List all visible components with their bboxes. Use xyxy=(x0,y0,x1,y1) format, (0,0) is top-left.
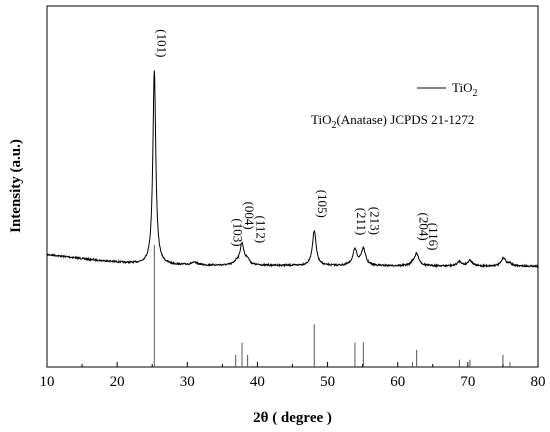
peak-label: (204) xyxy=(417,213,432,241)
xrd-pattern-line xyxy=(46,70,539,269)
peak-label: (213) xyxy=(367,207,382,235)
legend-reference-label: TiO2(Anatase) JCPDS 21-1272 xyxy=(311,112,474,131)
peak-label: (101) xyxy=(154,29,169,57)
x-tick-label: 50 xyxy=(320,374,335,390)
peak-label: (211) xyxy=(354,208,369,236)
plot-frame xyxy=(46,5,539,368)
peak-label: (103) xyxy=(231,218,246,246)
peak-label: (105) xyxy=(315,190,330,218)
x-tick-label: 40 xyxy=(250,374,265,390)
x-tick-label: 10 xyxy=(40,374,55,390)
x-tick-label: 70 xyxy=(460,374,475,390)
peak-annotations: (101) (103)(004)(112) (105) (211)(213) (204)… xyxy=(154,29,441,250)
legend-series-label: TiO2 xyxy=(452,80,477,99)
x-axis-ticks: 10 20 30 40 50 60 70 80 xyxy=(40,362,546,390)
x-tick-label: 30 xyxy=(180,374,195,390)
peak-label: (116) xyxy=(426,223,441,251)
x-tick-label: 20 xyxy=(110,374,125,390)
x-tick-label: 60 xyxy=(390,374,405,390)
legend: TiO2 TiO2(Anatase) JCPDS 21-1272 xyxy=(311,80,477,131)
peak-label: (004) xyxy=(242,202,257,230)
x-axis-title: 2θ ( degree ) xyxy=(253,410,332,426)
y-axis-title: Intensity (a.u.) xyxy=(8,139,24,233)
peak-label: (112) xyxy=(254,216,269,244)
x-tick-label: 80 xyxy=(531,374,546,390)
